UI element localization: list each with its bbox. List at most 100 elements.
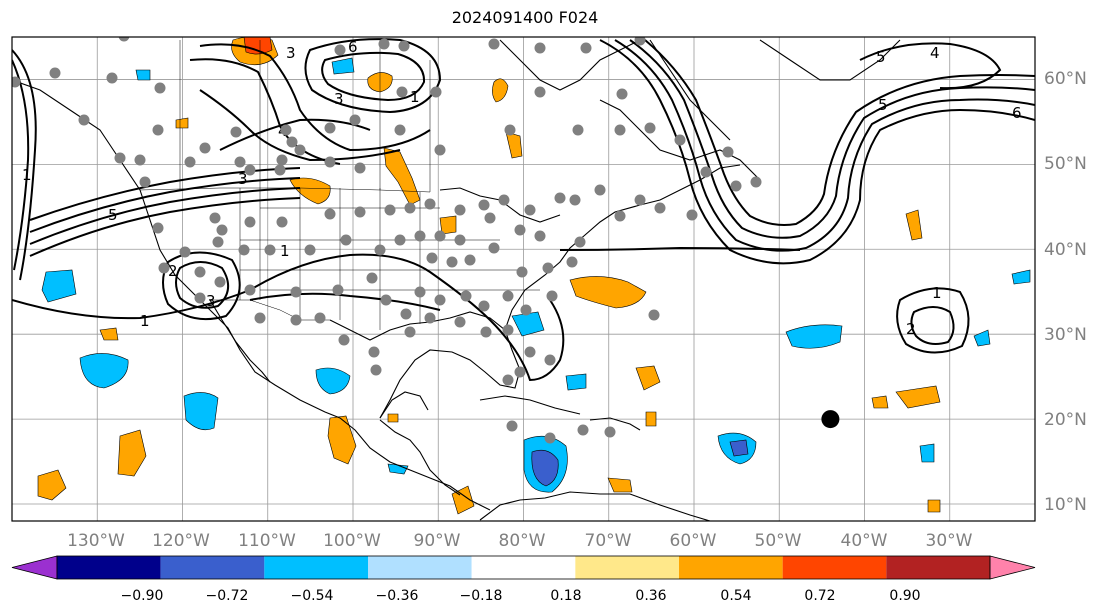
station-dot — [194, 292, 206, 304]
station-dot — [634, 194, 646, 206]
blue-blob — [729, 439, 749, 457]
contour-line — [559, 246, 801, 251]
station-dot — [544, 354, 556, 366]
station-dot — [506, 420, 518, 432]
lon-label: 30°W — [926, 531, 973, 551]
station-dot — [514, 366, 526, 378]
contour-line — [29, 167, 301, 221]
colorbar-segment — [782, 556, 887, 579]
orange-blob — [635, 365, 661, 391]
orange-blob — [327, 415, 357, 465]
cyan-blob — [1011, 269, 1031, 285]
station-dot — [332, 284, 344, 296]
blue-blob — [531, 449, 559, 487]
orange-blob — [895, 385, 941, 409]
station-dot — [394, 234, 406, 246]
contour-label: 3 — [334, 90, 344, 108]
colorbar-outline — [56, 555, 991, 580]
cyan-blob — [785, 324, 843, 349]
station-dot — [502, 374, 514, 386]
station-dot — [504, 124, 516, 136]
lat-labels: 10°N 20°N 30°N 40°N 50°N 60°N — [1044, 69, 1087, 515]
station-dot — [478, 300, 490, 312]
station-dot — [234, 156, 246, 168]
station-dot — [152, 222, 164, 234]
station-dot — [414, 230, 426, 242]
station-dot — [569, 194, 581, 206]
station-dot — [580, 42, 592, 54]
contour-line — [175, 261, 229, 309]
station-dot — [434, 294, 446, 306]
station-dot — [616, 88, 628, 100]
station-dot — [644, 122, 656, 134]
station-dot — [426, 252, 438, 264]
station-dot — [614, 124, 626, 136]
station-dot — [152, 124, 164, 136]
station-dot — [478, 199, 490, 211]
lat-label: 40°N — [1044, 240, 1087, 260]
station-dot — [577, 424, 589, 436]
contour-label: 5 — [878, 96, 888, 114]
cyan-blob — [331, 57, 355, 75]
station-dot — [404, 202, 416, 214]
orange-blob — [927, 499, 941, 513]
colorbar-tick-label: −0.36 — [376, 588, 419, 604]
contour-line — [859, 42, 1002, 90]
station-dot — [534, 42, 546, 54]
station-dot — [276, 216, 288, 228]
colorbar-tick-label: −0.54 — [291, 588, 334, 604]
lon-label: 90°W — [414, 531, 461, 551]
orange-blob — [439, 215, 457, 235]
contour-line — [614, 39, 1035, 252]
lon-label: 40°W — [841, 531, 888, 551]
lat-label: 20°N — [1044, 410, 1087, 430]
station-dot — [566, 256, 578, 268]
colorbar-segment — [160, 556, 265, 579]
station-dot — [209, 212, 221, 224]
station-dot — [238, 244, 250, 256]
station-dot — [542, 262, 554, 274]
contour-label: 5 — [108, 206, 118, 224]
station-dot — [516, 266, 528, 278]
contour-label: 1 — [280, 242, 290, 260]
colorbar-segment — [886, 556, 990, 579]
greenland — [759, 39, 901, 81]
station-dot — [290, 314, 302, 326]
colorbar-segment — [57, 556, 161, 579]
station-dot — [158, 262, 170, 274]
station-dot — [354, 162, 366, 174]
hudson-bay — [499, 39, 641, 91]
station-dot — [730, 180, 742, 192]
cyan-blob — [315, 367, 351, 395]
contour-labels: 1 1 1 1 1 2 2 3 3 3 3 4 4 5 5 5 6 6 — [22, 38, 1022, 338]
station-dot — [264, 244, 276, 256]
cuba — [479, 395, 581, 415]
station-dot — [398, 40, 410, 52]
station-dot — [396, 86, 408, 98]
station-dot — [304, 244, 316, 256]
colorbar-extend-min — [11, 555, 58, 580]
colorbar-segment — [575, 556, 679, 579]
contour-line — [199, 43, 431, 152]
station-dot — [374, 244, 386, 256]
station-dot — [214, 276, 226, 288]
gulf-coast — [329, 311, 521, 419]
colorbar-tick-label: −0.90 — [121, 588, 164, 604]
colorbar-tick-label: 0.36 — [635, 588, 666, 604]
colorbar-tick-label: 0.72 — [804, 588, 835, 604]
contour-line — [29, 187, 301, 245]
anomaly-shading — [37, 37, 1031, 515]
station-dot — [276, 154, 288, 166]
lat-label: 50°N — [1044, 154, 1087, 174]
cyan-blob — [41, 269, 77, 303]
orange-blob — [905, 209, 923, 241]
contour-line — [219, 118, 371, 151]
station-dot — [520, 304, 532, 316]
orange-blob — [505, 131, 523, 159]
station-dot — [349, 114, 361, 126]
orange-blob — [175, 117, 189, 129]
orange-blob — [387, 413, 399, 423]
orange-blob — [37, 469, 67, 501]
station-dot — [118, 37, 130, 42]
